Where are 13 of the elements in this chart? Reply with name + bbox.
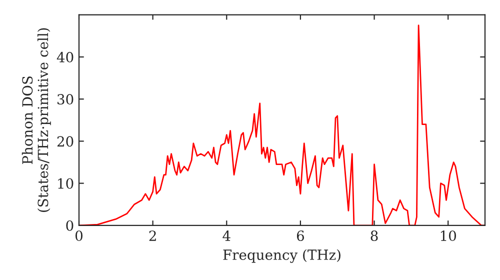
x-tick-label: 10 <box>440 230 456 242</box>
x-tick-label: 4 <box>222 230 230 241</box>
x-axis-title: Frequency (THz) <box>223 249 340 263</box>
x-tick-label: 2 <box>149 230 156 241</box>
y-tick-label: 10 <box>58 178 74 189</box>
x-tick-label: 8 <box>370 230 378 242</box>
y-tick-label: 20 <box>57 136 74 147</box>
y-tick-label: 30 <box>58 94 74 105</box>
y-tick-label: 0 <box>66 220 74 231</box>
x-tick-label: 0 <box>75 230 82 242</box>
y-axis-title: Phonon DOS (States/THz·primitive cell) <box>22 28 51 212</box>
y-tick-label: 40 <box>56 52 74 62</box>
x-tick-label: 6 <box>296 230 304 242</box>
